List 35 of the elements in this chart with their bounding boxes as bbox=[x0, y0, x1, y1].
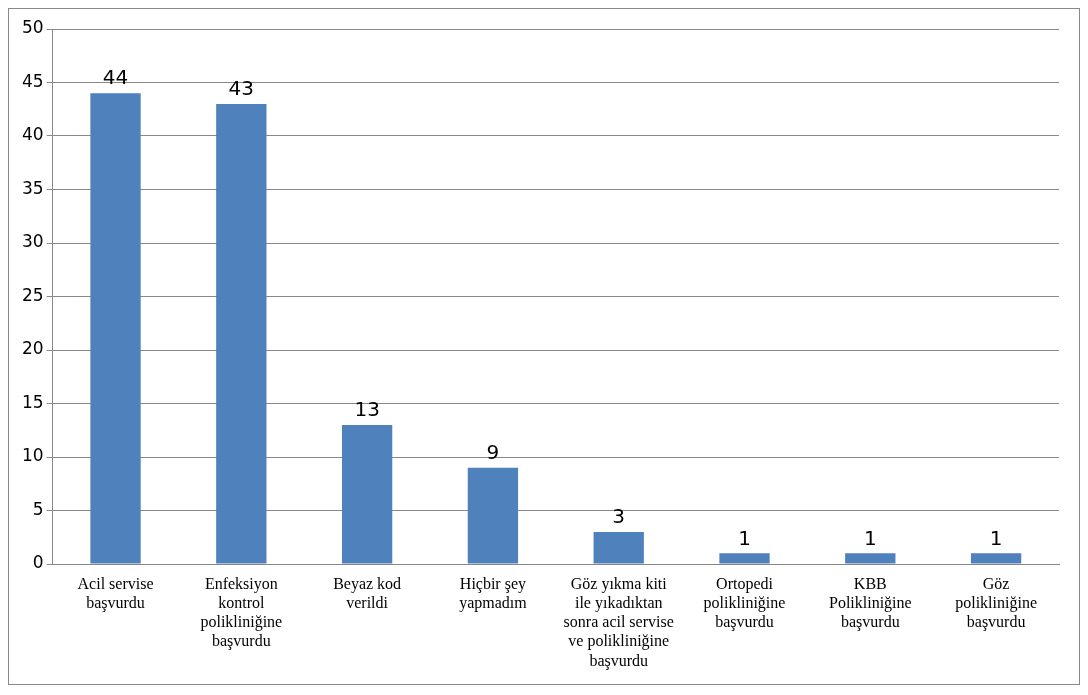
data-label: 43 bbox=[228, 76, 255, 101]
x-tick-label: Ortopedi polikliniğine başvurdu bbox=[703, 574, 786, 632]
bar bbox=[341, 424, 393, 564]
y-tick-label: 0 bbox=[32, 552, 44, 573]
data-label: 1 bbox=[863, 525, 877, 550]
data-label: 13 bbox=[354, 397, 380, 422]
bar bbox=[90, 93, 141, 564]
y-tick-label: 50 bbox=[21, 17, 44, 38]
data-label: 1 bbox=[738, 525, 751, 550]
x-tick-label: Beyaz kod verildi bbox=[333, 574, 402, 611]
data-label: 1 bbox=[989, 525, 1003, 550]
y-tick-label: 45 bbox=[21, 70, 44, 91]
x-tick-label: KBB Polikliniğine başvurdu bbox=[828, 574, 912, 632]
x-tick-label: Göz yıkma kiti ile yıkadıktan sonra acil servise ve polikliniğine başvurdu bbox=[563, 574, 674, 670]
bar bbox=[970, 553, 1022, 564]
y-tick-label: 15 bbox=[21, 391, 44, 412]
x-tick-label: Enfeksiyon kontrol polikliniğine başvurdu bbox=[200, 574, 283, 651]
bar bbox=[719, 553, 770, 564]
bar bbox=[593, 531, 644, 564]
y-tick-label: 25 bbox=[21, 284, 44, 305]
y-tick-label: 40 bbox=[21, 124, 44, 145]
y-tick-label: 30 bbox=[21, 231, 44, 252]
y-tick-label: 10 bbox=[21, 445, 44, 466]
y-tick-label: 5 bbox=[32, 498, 44, 519]
bar bbox=[467, 467, 519, 564]
y-tick-label: 20 bbox=[21, 338, 44, 359]
x-tick-label: Acil servise başvurdu bbox=[77, 574, 154, 612]
data-label: 44 bbox=[102, 65, 129, 90]
y-tick-label: 35 bbox=[21, 177, 44, 198]
x-tick-label: Göz polikliniğine başvurdu bbox=[955, 574, 1037, 632]
bar bbox=[845, 553, 896, 564]
bar bbox=[216, 103, 267, 564]
data-label: 9 bbox=[486, 439, 500, 464]
data-label: 3 bbox=[612, 504, 626, 529]
x-tick-label: Hiçbir şey yapmadım bbox=[459, 574, 528, 612]
